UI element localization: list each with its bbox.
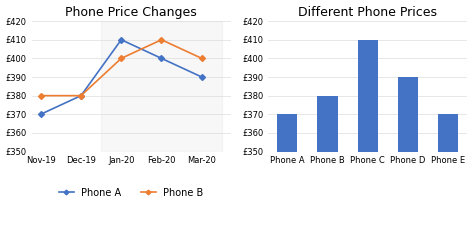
Phone A — [159, 57, 164, 60]
Phone B — [199, 57, 205, 60]
Title: Phone Price Changes: Phone Price Changes — [65, 6, 197, 18]
Phone B — [118, 57, 124, 60]
Bar — [277, 114, 297, 152]
Phone A — [38, 113, 44, 116]
Phone A — [118, 38, 124, 41]
Title: Different Phone Prices: Different Phone Prices — [298, 6, 438, 18]
Legend: Phone A, Phone B: Phone A, Phone B — [55, 184, 208, 201]
Phone A — [199, 76, 205, 78]
Bar — [318, 96, 337, 152]
Phone B — [159, 38, 164, 41]
Bar — [398, 77, 418, 152]
Phone B — [78, 94, 84, 97]
Bar — [438, 114, 458, 152]
Phone A — [78, 94, 84, 97]
Line: Phone B: Phone B — [39, 38, 204, 98]
Bar — [101, 21, 222, 152]
Phone B — [38, 94, 44, 97]
Line: Phone A: Phone A — [39, 38, 204, 116]
Bar — [358, 40, 378, 152]
